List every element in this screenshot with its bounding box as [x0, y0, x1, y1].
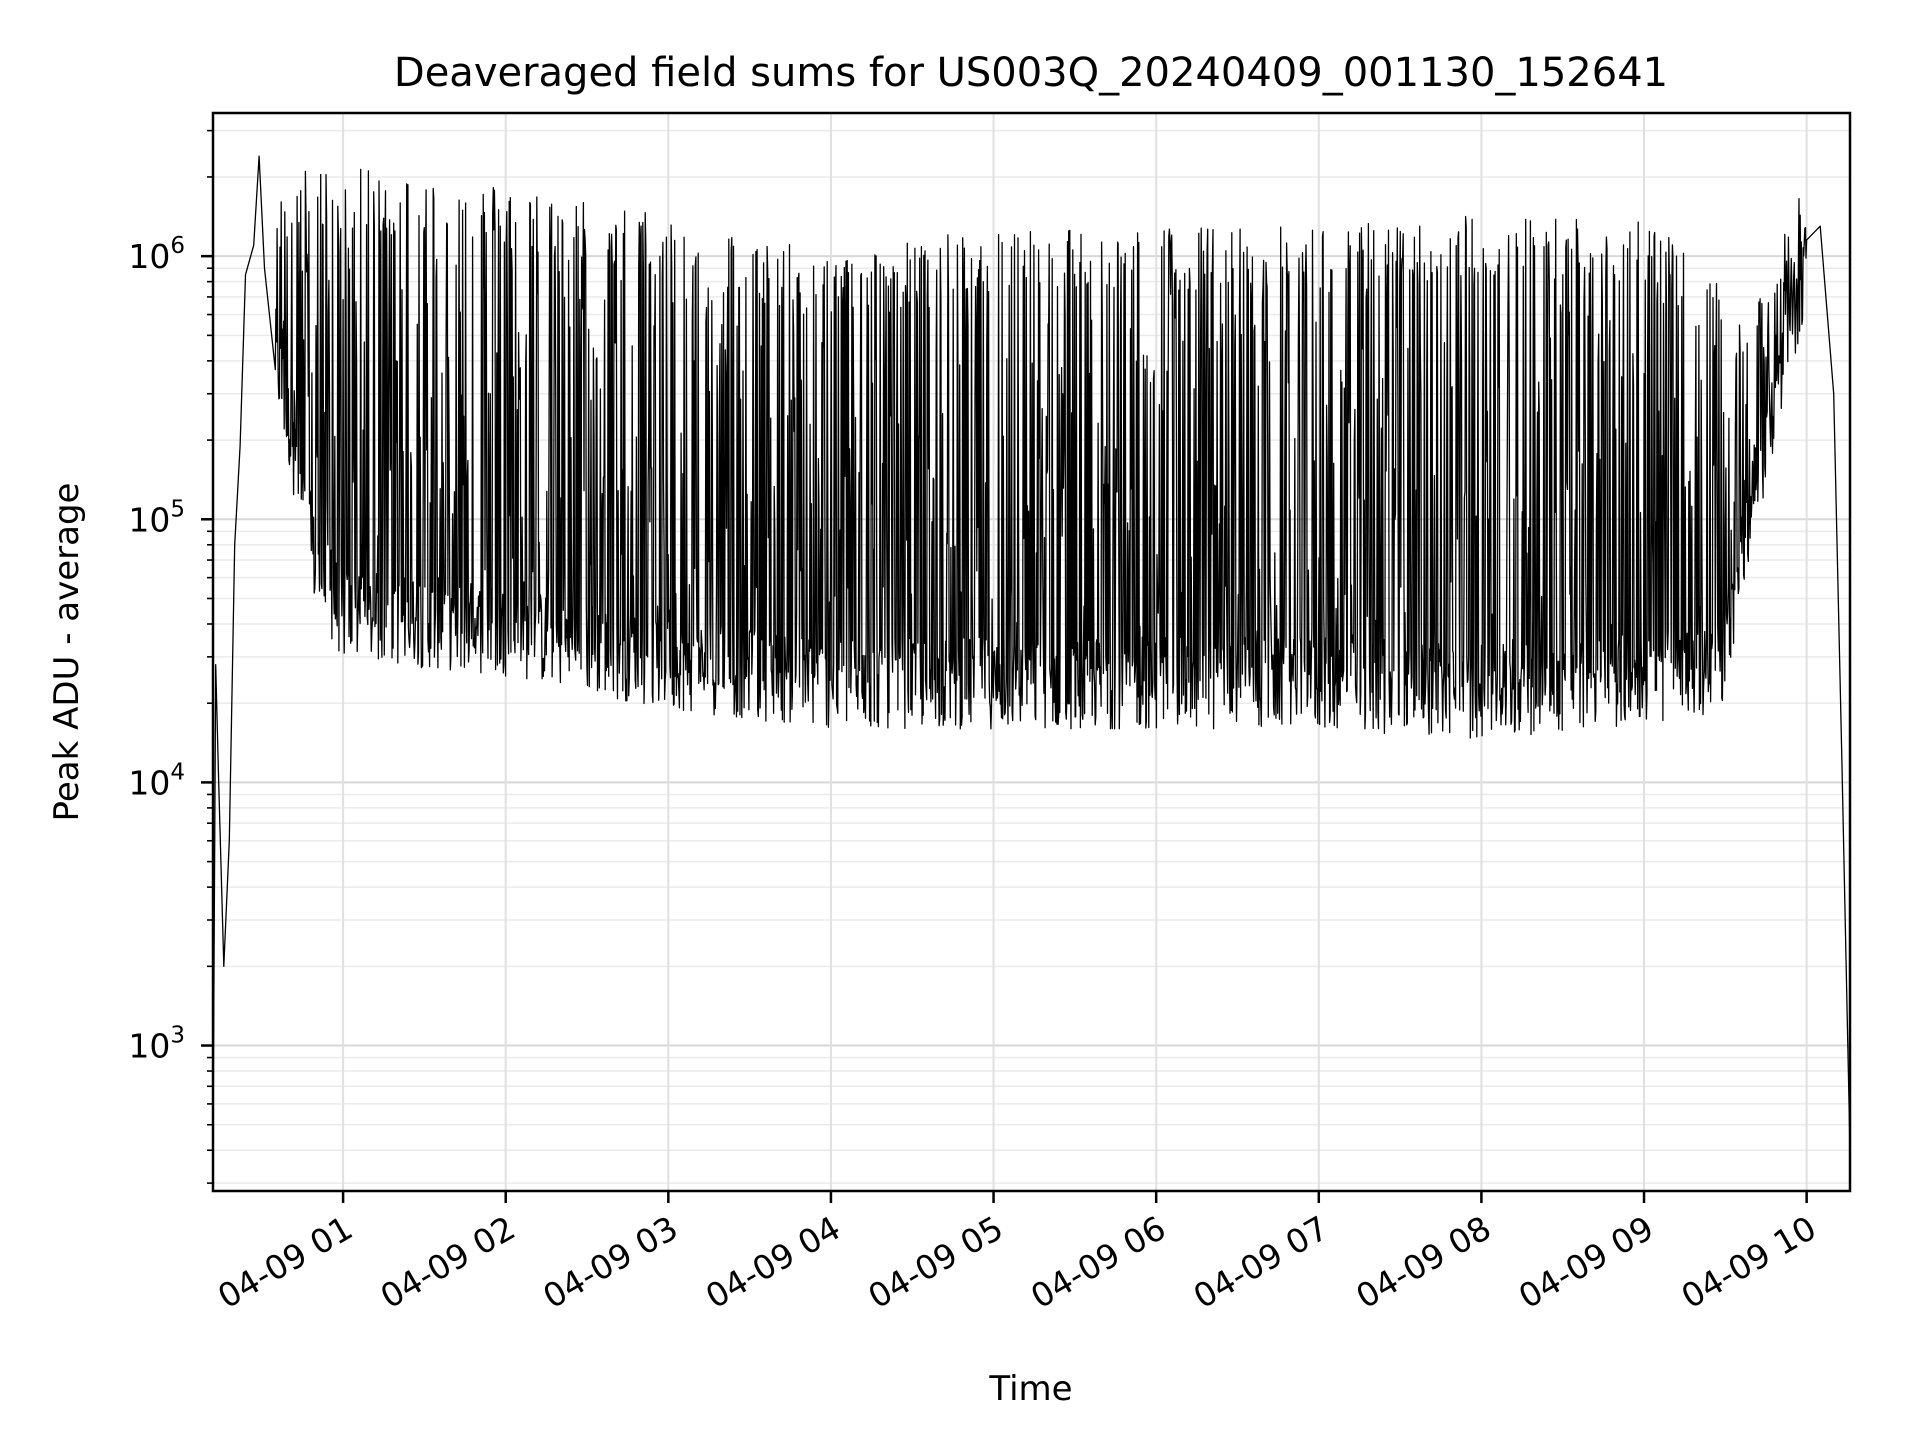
y-tick-label: 104 [128, 759, 185, 802]
y-tick-label: 103 [128, 1023, 185, 1066]
y-axis: 103 104 105 106 [128, 129, 213, 1184]
y-tick-label: 105 [128, 496, 185, 539]
chart-title: Deaveraged field sums for US003Q_2024040… [394, 50, 1668, 96]
y-axis-label: Peak ADU - average [47, 483, 87, 822]
axes-frame [211, 111, 1852, 1193]
plot-area [212, 155, 1851, 1151]
x-axis-label: Time [988, 1369, 1072, 1409]
y-tick-label: 106 [128, 233, 185, 276]
series-line [212, 155, 1851, 1151]
